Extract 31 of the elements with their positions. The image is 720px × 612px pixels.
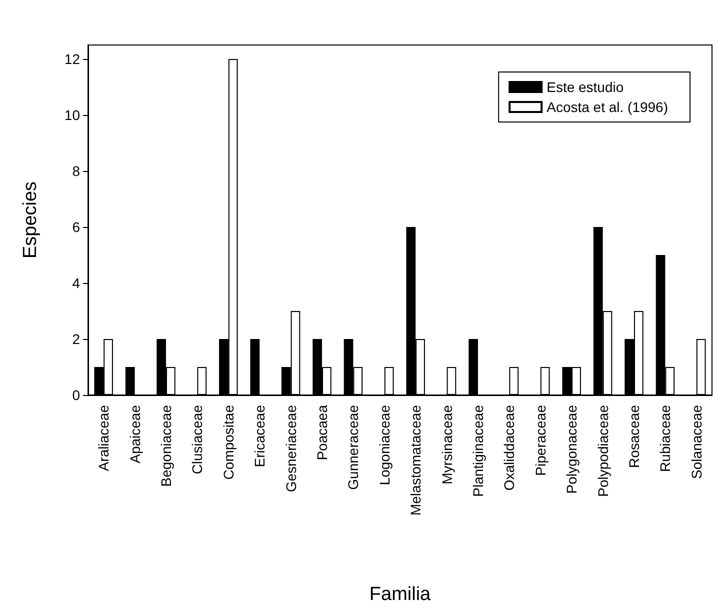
x-tick-label: Polypodiaceae (594, 404, 611, 497)
y-axis-title: Especies (20, 181, 41, 259)
x-axis-title: Familia (369, 584, 432, 605)
x-tick-label: Gesneriaceae (282, 404, 299, 492)
x-tick-label: Oxaliddaceae (501, 404, 518, 491)
x-tick-label: Begoniaceae (158, 404, 174, 487)
x-tick-label: Clusiaceae (189, 404, 206, 474)
x-tick-label: Araliaceae (96, 404, 112, 472)
y-tick-label: 0 (72, 387, 80, 403)
x-tick-label: Plantiginaceae (470, 404, 486, 497)
x-tick-label: Piperaceae (532, 404, 548, 476)
x-tick-label: Compositae (220, 404, 236, 480)
x-tick-label: Logoniaceae (376, 404, 392, 486)
y-tick-label: 10 (64, 107, 80, 123)
x-tick-label: Polygonaceae (564, 404, 580, 494)
y-tick-label: 8 (72, 163, 80, 179)
x-tick-label: Apaiceae (126, 404, 143, 464)
x-tick-label: Gunneraceae (345, 404, 362, 490)
x-tick-label: Myrsinaceae (438, 404, 455, 484)
y-tick-label: 6 (72, 219, 80, 235)
y-tick-label: 4 (72, 275, 80, 291)
legend-label: Este estudio (546, 79, 624, 95)
x-tick-label: Ericaceae (252, 404, 268, 468)
legend-label: Acosta et al. (1996) (546, 99, 668, 115)
x-tick-label: Solanaceae (688, 404, 704, 479)
x-tick-label: Melastomataceae (408, 404, 424, 516)
y-tick-label: 2 (72, 331, 80, 347)
x-tick-label: Rosaceae (626, 404, 642, 468)
x-tick-label: Rubiaceae (657, 404, 674, 472)
x-tick-label: Poacaea (314, 404, 330, 460)
y-tick-label: 12 (64, 51, 80, 67)
